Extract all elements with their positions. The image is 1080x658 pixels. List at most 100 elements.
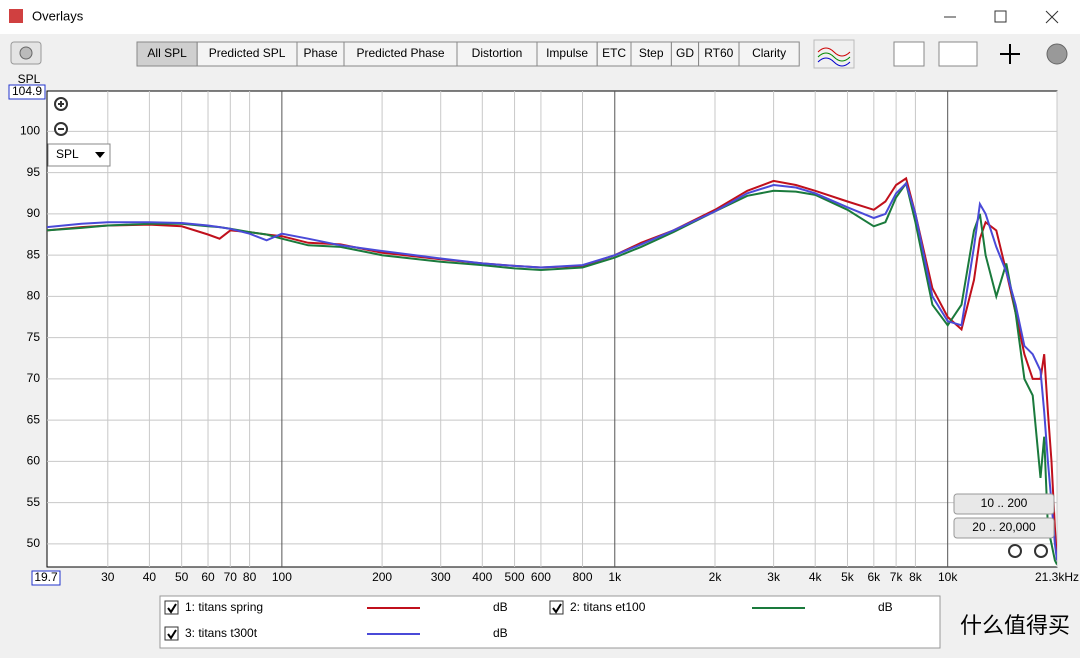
series-line <box>47 181 1057 561</box>
y-tick-label: 70 <box>27 371 41 385</box>
xlim-box[interactable] <box>31 570 61 586</box>
y-tick-label: 90 <box>27 206 41 220</box>
y-max-label: 104.9 <box>12 84 42 98</box>
close-button[interactable] <box>1045 10 1059 24</box>
x-tick-label: 30 <box>101 570 115 584</box>
ylim-box[interactable] <box>8 84 46 100</box>
tab-label: Predicted Phase <box>356 46 444 60</box>
x-tick-label: 8k <box>909 570 923 584</box>
tab-label: RT60 <box>704 46 733 60</box>
tab[interactable] <box>738 41 800 67</box>
x-tick-label: 50 <box>175 570 189 584</box>
range-button[interactable] <box>953 493 1055 515</box>
range-button[interactable] <box>953 517 1055 539</box>
legend-unit: dB <box>878 600 893 614</box>
y-tick-label: 55 <box>27 495 41 509</box>
tab-label: ETC <box>602 46 626 60</box>
tab-label: All SPL <box>147 46 187 60</box>
curves <box>47 176 1057 565</box>
tab-label: Clarity <box>752 46 786 60</box>
x-tick-label: 10k <box>938 570 958 584</box>
y-tick-label: 50 <box>27 536 41 550</box>
checkmark <box>167 603 177 614</box>
y-tick-label: 65 <box>27 412 41 426</box>
legend-entries: 1: titans spring dB 2: titans et100 dB 3: ti… <box>164 600 893 641</box>
y-tick-label: 100 <box>20 124 40 138</box>
dropdown-value: SPL <box>56 147 79 161</box>
x-zoom-out-button[interactable] <box>1008 544 1022 558</box>
checkmark <box>552 603 562 614</box>
x-tick-label: 100 <box>272 570 292 584</box>
x-tick-label: 40 <box>143 570 157 584</box>
y-tick-label: 85 <box>27 247 41 261</box>
legend-label: 1: titans spring <box>185 600 263 614</box>
icon-wave <box>817 52 851 62</box>
tab-label: GD <box>676 46 694 60</box>
tab-label: Distortion <box>472 46 523 60</box>
series-line <box>47 181 1057 565</box>
x-tick-label: 600 <box>531 570 551 584</box>
tab-label: Impulse <box>546 46 588 60</box>
x-tick-label: 4k <box>809 570 823 584</box>
range-button-label: 20 .. 20,000 <box>972 520 1036 534</box>
tab[interactable] <box>296 41 345 67</box>
tab-label: Phase <box>303 46 337 60</box>
legend-label: 2: titans et100 <box>570 600 646 614</box>
columns-icon[interactable] <box>938 41 978 67</box>
y-tick-label: 95 <box>27 165 41 179</box>
scale-icon[interactable] <box>893 41 925 67</box>
tab[interactable] <box>136 41 198 67</box>
tab[interactable] <box>196 41 298 67</box>
tab-label: Step <box>639 46 664 60</box>
x-tick-label: 300 <box>431 570 451 584</box>
x-tick-label: 5k <box>841 570 855 584</box>
x-tick-label: 3k <box>767 570 781 584</box>
tab[interactable] <box>343 41 458 67</box>
tab[interactable] <box>456 41 538 67</box>
x-tick-label: 7k <box>890 570 904 584</box>
tab[interactable] <box>698 41 740 67</box>
tab[interactable] <box>670 41 700 67</box>
x-tick-label: 80 <box>243 570 257 584</box>
move-icon[interactable] <box>1000 44 1020 64</box>
checkmark <box>167 629 177 640</box>
tab-bar: All SPL Predicted SPL Phase Predicted Phase… <box>136 41 800 67</box>
x-tick-label: 21.3kHz <box>1035 570 1079 584</box>
camera-lens <box>19 46 33 60</box>
zoom-in-icon <box>58 101 64 107</box>
x-tick-label: 6k <box>867 570 881 584</box>
window-title: Overlays <box>32 8 84 23</box>
dropdown-arrow <box>95 152 105 158</box>
grid <box>47 91 1058 567</box>
maximize-button[interactable] <box>994 10 1007 23</box>
app-icon <box>9 9 23 23</box>
y-tick-label: 80 <box>27 289 41 303</box>
legend-label: 3: titans t300t <box>185 626 258 640</box>
x-tick-label: 800 <box>573 570 593 584</box>
legend-unit: dB <box>493 600 508 614</box>
y-tick-label: 75 <box>27 330 41 344</box>
legend-unit: dB <box>493 626 508 640</box>
x-tick-label: 400 <box>472 570 492 584</box>
x-tick-label: 1k <box>608 570 622 584</box>
watermark: 什么值得买 <box>960 613 1070 638</box>
tab[interactable] <box>630 41 672 67</box>
title-bar <box>0 0 1080 34</box>
x-zoom-in-button[interactable] <box>1034 544 1048 558</box>
icon-wave <box>817 57 851 67</box>
x-tick-label: 60 <box>201 570 215 584</box>
dropdown[interactable] <box>47 143 111 167</box>
settings-icon[interactable] <box>1046 43 1068 65</box>
x-tick-label: 500 <box>505 570 525 584</box>
x-tick-label: 70 <box>224 570 238 584</box>
range-button-label: 10 .. 200 <box>981 496 1028 510</box>
x-min-label: 19.7 <box>34 570 58 584</box>
tab-label: Predicted SPL <box>209 46 286 60</box>
y-tick-label: 60 <box>27 454 41 468</box>
plot-area <box>46 90 1058 568</box>
y-axis-label: SPL <box>18 72 41 86</box>
tab[interactable] <box>596 41 632 67</box>
icon-wave <box>817 47 851 57</box>
